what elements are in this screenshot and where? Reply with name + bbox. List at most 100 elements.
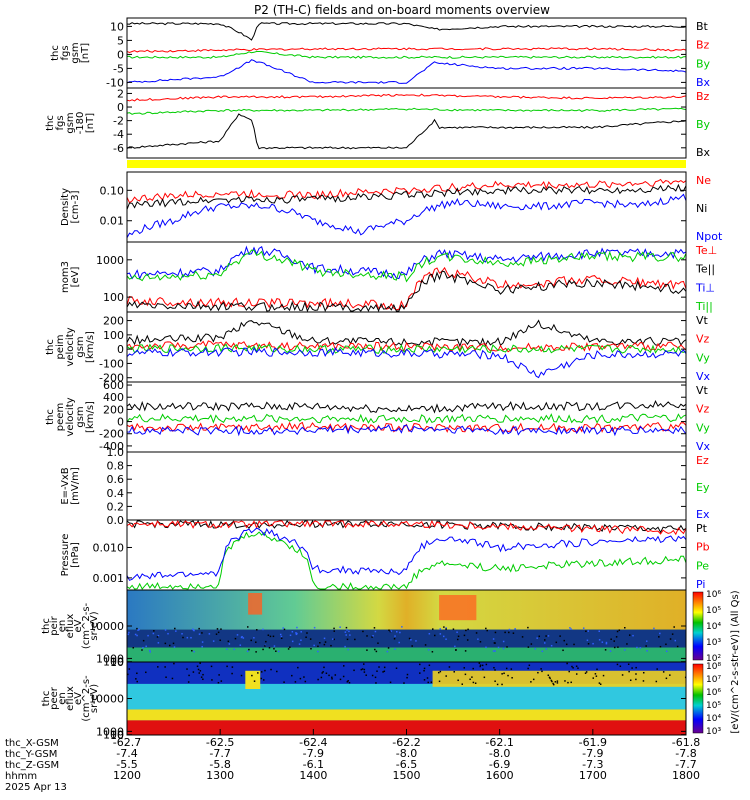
y-axis-label-line: thc: [50, 45, 61, 61]
legend-pressure-1: Pb: [696, 541, 710, 554]
legend-peem_velocity-0: Vt: [696, 384, 709, 397]
spectrogram-speckle: [174, 627, 176, 630]
spectrogram-speckle: [220, 680, 223, 682]
spectrogram-speckle: [361, 668, 364, 670]
spectrogram-speckle: [196, 665, 199, 668]
spectrogram-speckle: [618, 629, 621, 631]
series-line-Vx: [126, 424, 687, 437]
spectrogram-speckle: [616, 630, 619, 633]
spectrogram-speckle: [313, 626, 316, 629]
spectrogram-speckle: [642, 680, 645, 682]
x-tick-value: -62.7: [113, 736, 141, 749]
y-axis-label-line: sr-eV): [89, 684, 100, 713]
spectrogram-speckle: [559, 635, 561, 637]
x-tick-value: -7.9: [303, 747, 324, 760]
colorbar-tick-label: 10³: [706, 727, 721, 737]
spectrogram-speckle: [428, 633, 431, 635]
spectrogram-speckle: [406, 676, 408, 679]
x-tick-value: -61.9: [579, 736, 607, 749]
y-axis-label-line: [nPa]: [70, 542, 81, 568]
spectrogram-speckle: [570, 628, 572, 630]
spectrogram-speckle: [241, 635, 243, 638]
spectrogram-speckle: [303, 676, 305, 678]
spectrogram-speckle: [508, 628, 511, 631]
legend-pressure-3: Pi: [696, 578, 705, 591]
legend-density-2: Npot: [696, 230, 723, 243]
spectrogram-speckle: [645, 645, 647, 647]
spectrogram-speckle: [442, 635, 445, 638]
spectrogram-speckle: [152, 632, 155, 635]
spectrogram-speckle: [306, 632, 308, 634]
spectrogram-speckle: [319, 642, 321, 644]
spectrogram-speckle: [423, 679, 426, 681]
y-tick-label: -6: [113, 142, 124, 155]
spectrogram-speckle: [127, 673, 129, 676]
x-tick-value: -6.5: [396, 758, 417, 771]
spectrogram-speckle: [374, 676, 377, 679]
legend-pressure-2: Pe: [696, 559, 709, 572]
series-line-Pb: [126, 519, 687, 536]
spectrogram-speckle: [550, 679, 553, 682]
spectrogram-speckle: [190, 636, 192, 639]
spectrogram-speckle: [507, 674, 509, 677]
spectrogram-speckle: [348, 630, 350, 633]
y-axis-label: thcpeirenefluxeV(cm^2-s-sr-eV): [41, 602, 100, 649]
spectrogram-speckle: [528, 664, 531, 667]
spectrogram-speckle: [411, 645, 413, 647]
y-axis-label-line: eV: [73, 619, 84, 632]
y-axis-label-line: peer: [49, 686, 60, 710]
spectrogram-speckle: [548, 676, 551, 679]
spectrogram-speckle: [586, 639, 589, 642]
y-tick-label: 0.6: [107, 473, 125, 486]
spectrogram-speckle: [501, 673, 503, 675]
y-tick-label: 10: [110, 20, 124, 33]
legend-peim_velocity-1: Vz: [696, 333, 710, 346]
spectrogram-speckle: [200, 676, 203, 678]
spectrogram-speckle: [157, 642, 160, 644]
legend-pressure-0: Pt: [696, 522, 708, 535]
spectrogram-speckle: [453, 671, 455, 673]
spectrogram-speckle: [438, 680, 441, 683]
legend-fgs_gsm_rot-1: By: [696, 118, 711, 131]
spectrogram-speckle: [674, 639, 677, 642]
spectrogram-speckle: [217, 681, 220, 684]
spectrogram-speckle: [333, 627, 335, 630]
spectrogram-speckle: [137, 629, 139, 631]
spectrogram-speckle: [262, 628, 264, 631]
series-line-Pi: [126, 527, 687, 581]
colorbar-peer_eflux: 10³ 10⁴ 10⁵ 10⁶ 10⁷ 10⁸: [692, 662, 721, 737]
colorbar-tick-label: 10⁶: [706, 590, 721, 600]
panel-fgs_gsm_rot: -6-4-202 thcfgsgsm-180[nT] Bz By Bx: [45, 87, 711, 159]
spectrogram-speckle: [463, 667, 466, 669]
spectrogram-speckle: [587, 643, 590, 645]
spectrogram-speckle: [485, 663, 488, 666]
spectrogram-speckle: [628, 634, 631, 636]
spectrogram-speckle: [448, 666, 451, 668]
spectrogram-speckle: [217, 631, 220, 634]
y-axis-label: E=-VxB[mV/m]: [60, 467, 81, 505]
y-tick-label: 400: [103, 391, 124, 404]
spectrogram-speckle: [136, 680, 138, 683]
spectrogram-speckle: [282, 627, 284, 629]
spectrogram-speckle: [375, 650, 378, 653]
y-tick-label: 1000: [96, 725, 124, 738]
spectrogram-speckle: [439, 628, 442, 630]
y-axis-label-line: [km/s]: [85, 401, 96, 433]
legend-efield-0: Ez: [696, 454, 709, 467]
spectrogram-speckle: [383, 666, 386, 669]
colorbar-tick-label: 10⁴: [706, 714, 721, 724]
spectrogram-speckle: [287, 648, 290, 650]
spectrogram-speckle: [532, 678, 535, 681]
spectrogram-speckle: [186, 636, 189, 639]
spectrogram-speckle: [260, 677, 263, 680]
spectrogram-speckle: [291, 630, 294, 633]
spectrogram-speckle: [173, 662, 175, 665]
series-line-Npot: [126, 193, 687, 238]
spectrogram-speckle: [457, 679, 459, 682]
spectrogram-speckle: [550, 644, 553, 647]
spectrogram-speckle: [457, 635, 460, 638]
spectrogram-speckle: [210, 665, 213, 668]
x-tick-value: -8.0: [396, 747, 417, 760]
y-axis-label: thcpeemvelocitygsm[km/s]: [45, 397, 96, 436]
spectrogram-speckle: [567, 681, 569, 684]
